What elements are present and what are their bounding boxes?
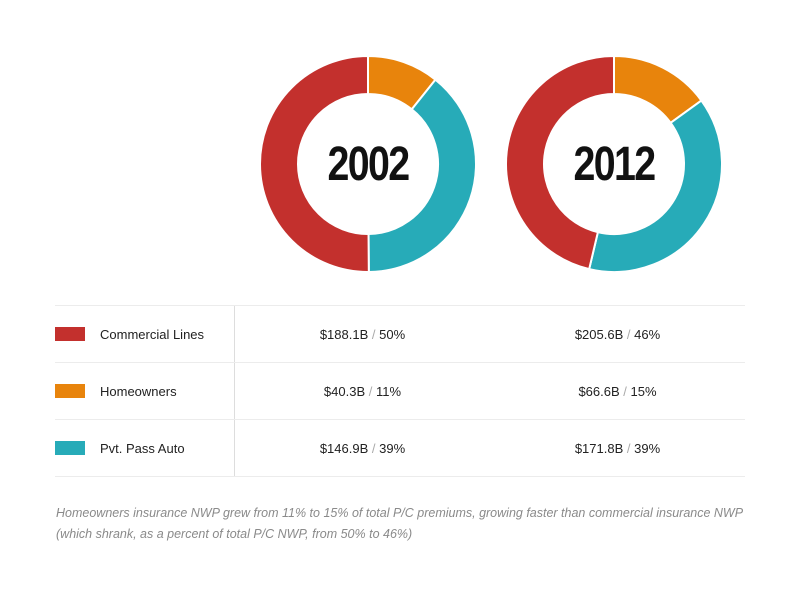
donut-svg-2002 xyxy=(259,54,477,274)
donut-slice-pvt-pass-auto xyxy=(367,78,477,274)
donut-year-label: 2012 xyxy=(573,137,656,191)
value-2012: $205.6B / 46% xyxy=(574,326,661,342)
table-row: Homeowners $40.3B / 11% $66.6B / 15% xyxy=(55,362,745,419)
category-label: Pvt. Pass Auto xyxy=(100,440,185,456)
donut-chart-2002: 2002 xyxy=(258,54,478,274)
table-row: Commercial Lines $188.1B / 50% $205.6B /… xyxy=(55,305,745,362)
value-2002: $188.1B / 50% xyxy=(319,326,406,342)
value-2002: $146.9B / 39% xyxy=(319,440,406,456)
donut-chart-2012: 2012 xyxy=(504,54,724,274)
color-swatch xyxy=(55,327,85,341)
chart-caption: Homeowners insurance NWP grew from 11% t… xyxy=(56,506,743,541)
table-row: Pvt. Pass Auto $146.9B / 39% $171.8B / 3… xyxy=(55,419,745,477)
donut-slice-commercial-lines xyxy=(505,54,615,271)
donut-svg-2012 xyxy=(505,54,723,273)
donut-year-label: 2002 xyxy=(327,137,410,191)
category-label: Commercial Lines xyxy=(100,326,205,342)
legend-cell: Homeowners xyxy=(55,363,235,419)
data-table: Commercial Lines $188.1B / 50% $205.6B /… xyxy=(55,305,745,477)
value-2012: $66.6B / 15% xyxy=(578,383,657,399)
color-swatch xyxy=(55,384,85,398)
legend-cell: Pvt. Pass Auto xyxy=(55,420,235,476)
color-swatch xyxy=(55,441,85,455)
donut-slice-commercial-lines xyxy=(259,54,370,273)
donut-slice-pvt-pass-auto xyxy=(587,99,723,273)
legend-cell: Commercial Lines xyxy=(55,306,235,362)
value-2012: $171.8B / 39% xyxy=(574,440,661,456)
value-2002: $40.3B / 11% xyxy=(323,383,402,399)
category-label: Homeowners xyxy=(100,383,177,399)
